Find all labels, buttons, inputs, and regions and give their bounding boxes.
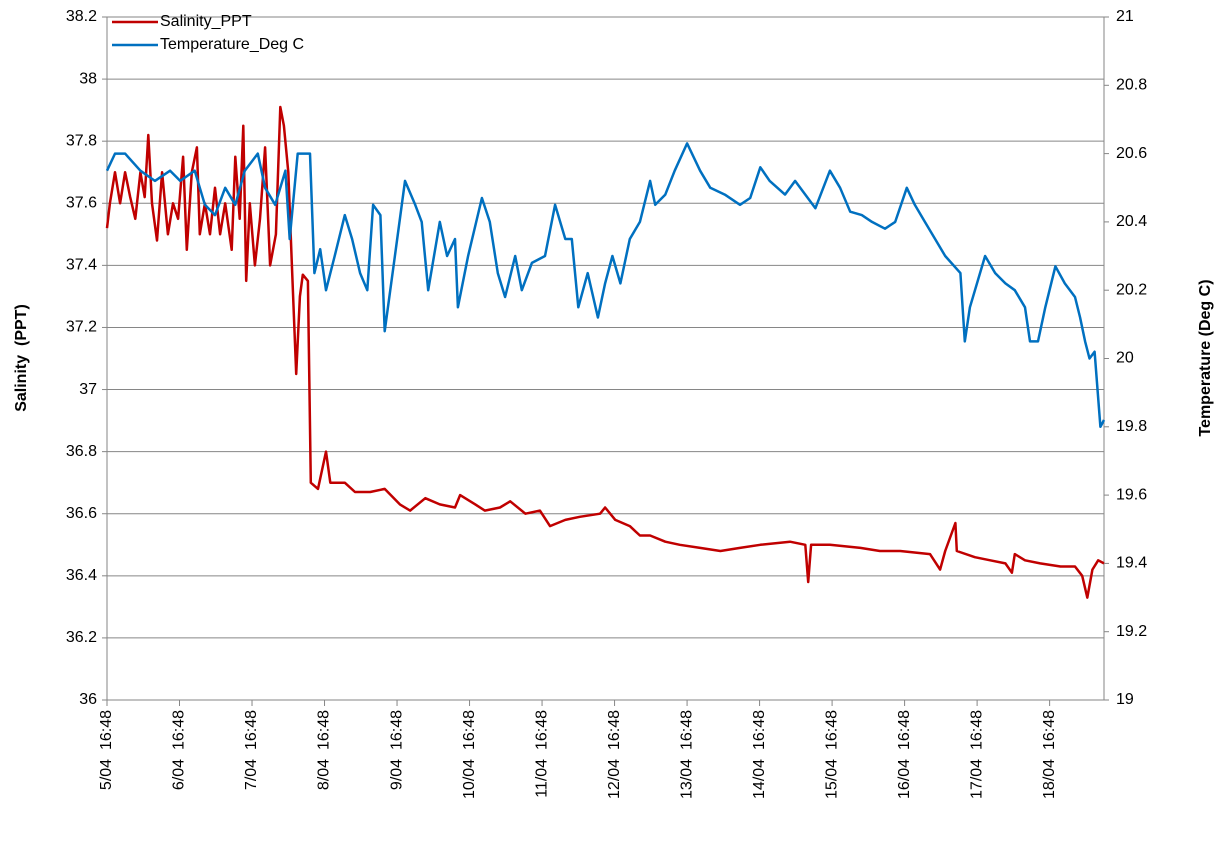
y-tick-label: 38.2 bbox=[66, 8, 97, 25]
x-tick-label: 13/04 16:48 bbox=[678, 710, 695, 799]
y-axis-label: Salinity (PPT) bbox=[13, 304, 30, 412]
x-tick-label: 10/04 16:48 bbox=[461, 710, 478, 799]
y2-tick-label: 20.6 bbox=[1116, 145, 1147, 162]
y-tick-label: 36 bbox=[79, 691, 97, 708]
line-series bbox=[105, 142, 1106, 429]
y-tick-label: 36.8 bbox=[66, 443, 97, 460]
y-tick-label: 36.4 bbox=[66, 567, 97, 584]
line-series bbox=[105, 105, 1105, 599]
legend-label: Temperature_Deg C bbox=[160, 36, 304, 53]
x-tick-label: 9/04 16:48 bbox=[388, 710, 405, 790]
x-tick-label: 6/04 16:48 bbox=[171, 710, 188, 790]
y2-tick-label: 20.8 bbox=[1116, 77, 1147, 94]
y-tick-label: 37.4 bbox=[66, 257, 97, 274]
x-tick-label: 5/04 16:48 bbox=[98, 710, 115, 790]
x-tick-label: 8/04 16:48 bbox=[316, 710, 333, 790]
y-tick-label: 37 bbox=[79, 381, 97, 398]
y-tick-label: 37.6 bbox=[66, 194, 97, 211]
x-tick-label: 18/04 16:48 bbox=[1041, 710, 1058, 799]
y2-tick-label: 20.4 bbox=[1116, 213, 1147, 230]
x-tick-label: 15/04 16:48 bbox=[823, 710, 840, 799]
y-tick-label: 37.8 bbox=[66, 132, 97, 149]
x-tick-label: 7/04 16:48 bbox=[243, 710, 260, 790]
y2-tick-label: 20.2 bbox=[1116, 281, 1147, 298]
x-tick-label: 11/04 16:48 bbox=[533, 710, 550, 798]
y-tick-label: 38 bbox=[79, 70, 97, 87]
y-tick-label: 37.2 bbox=[66, 319, 97, 336]
x-tick-label: 14/04 16:48 bbox=[751, 710, 768, 799]
y2-axis-label: Temperature (Deg C) bbox=[1197, 279, 1214, 436]
x-tick-label: 17/04 16:48 bbox=[968, 710, 985, 799]
y2-tick-label: 19.6 bbox=[1116, 486, 1147, 503]
y2-tick-label: 19.2 bbox=[1116, 623, 1147, 640]
y2-tick-label: 19.8 bbox=[1116, 418, 1147, 435]
y2-tick-label: 21 bbox=[1116, 8, 1134, 25]
legend-label: Salinity_PPT bbox=[160, 13, 252, 30]
y2-tick-label: 20 bbox=[1116, 350, 1134, 367]
y-tick-label: 36.2 bbox=[66, 629, 97, 646]
x-tick-label: 12/04 16:48 bbox=[606, 710, 623, 799]
y2-tick-label: 19.4 bbox=[1116, 555, 1147, 572]
y2-tick-label: 19 bbox=[1116, 691, 1134, 708]
y-tick-label: 36.6 bbox=[66, 505, 97, 522]
x-tick-label: 16/04 16:48 bbox=[896, 710, 913, 799]
